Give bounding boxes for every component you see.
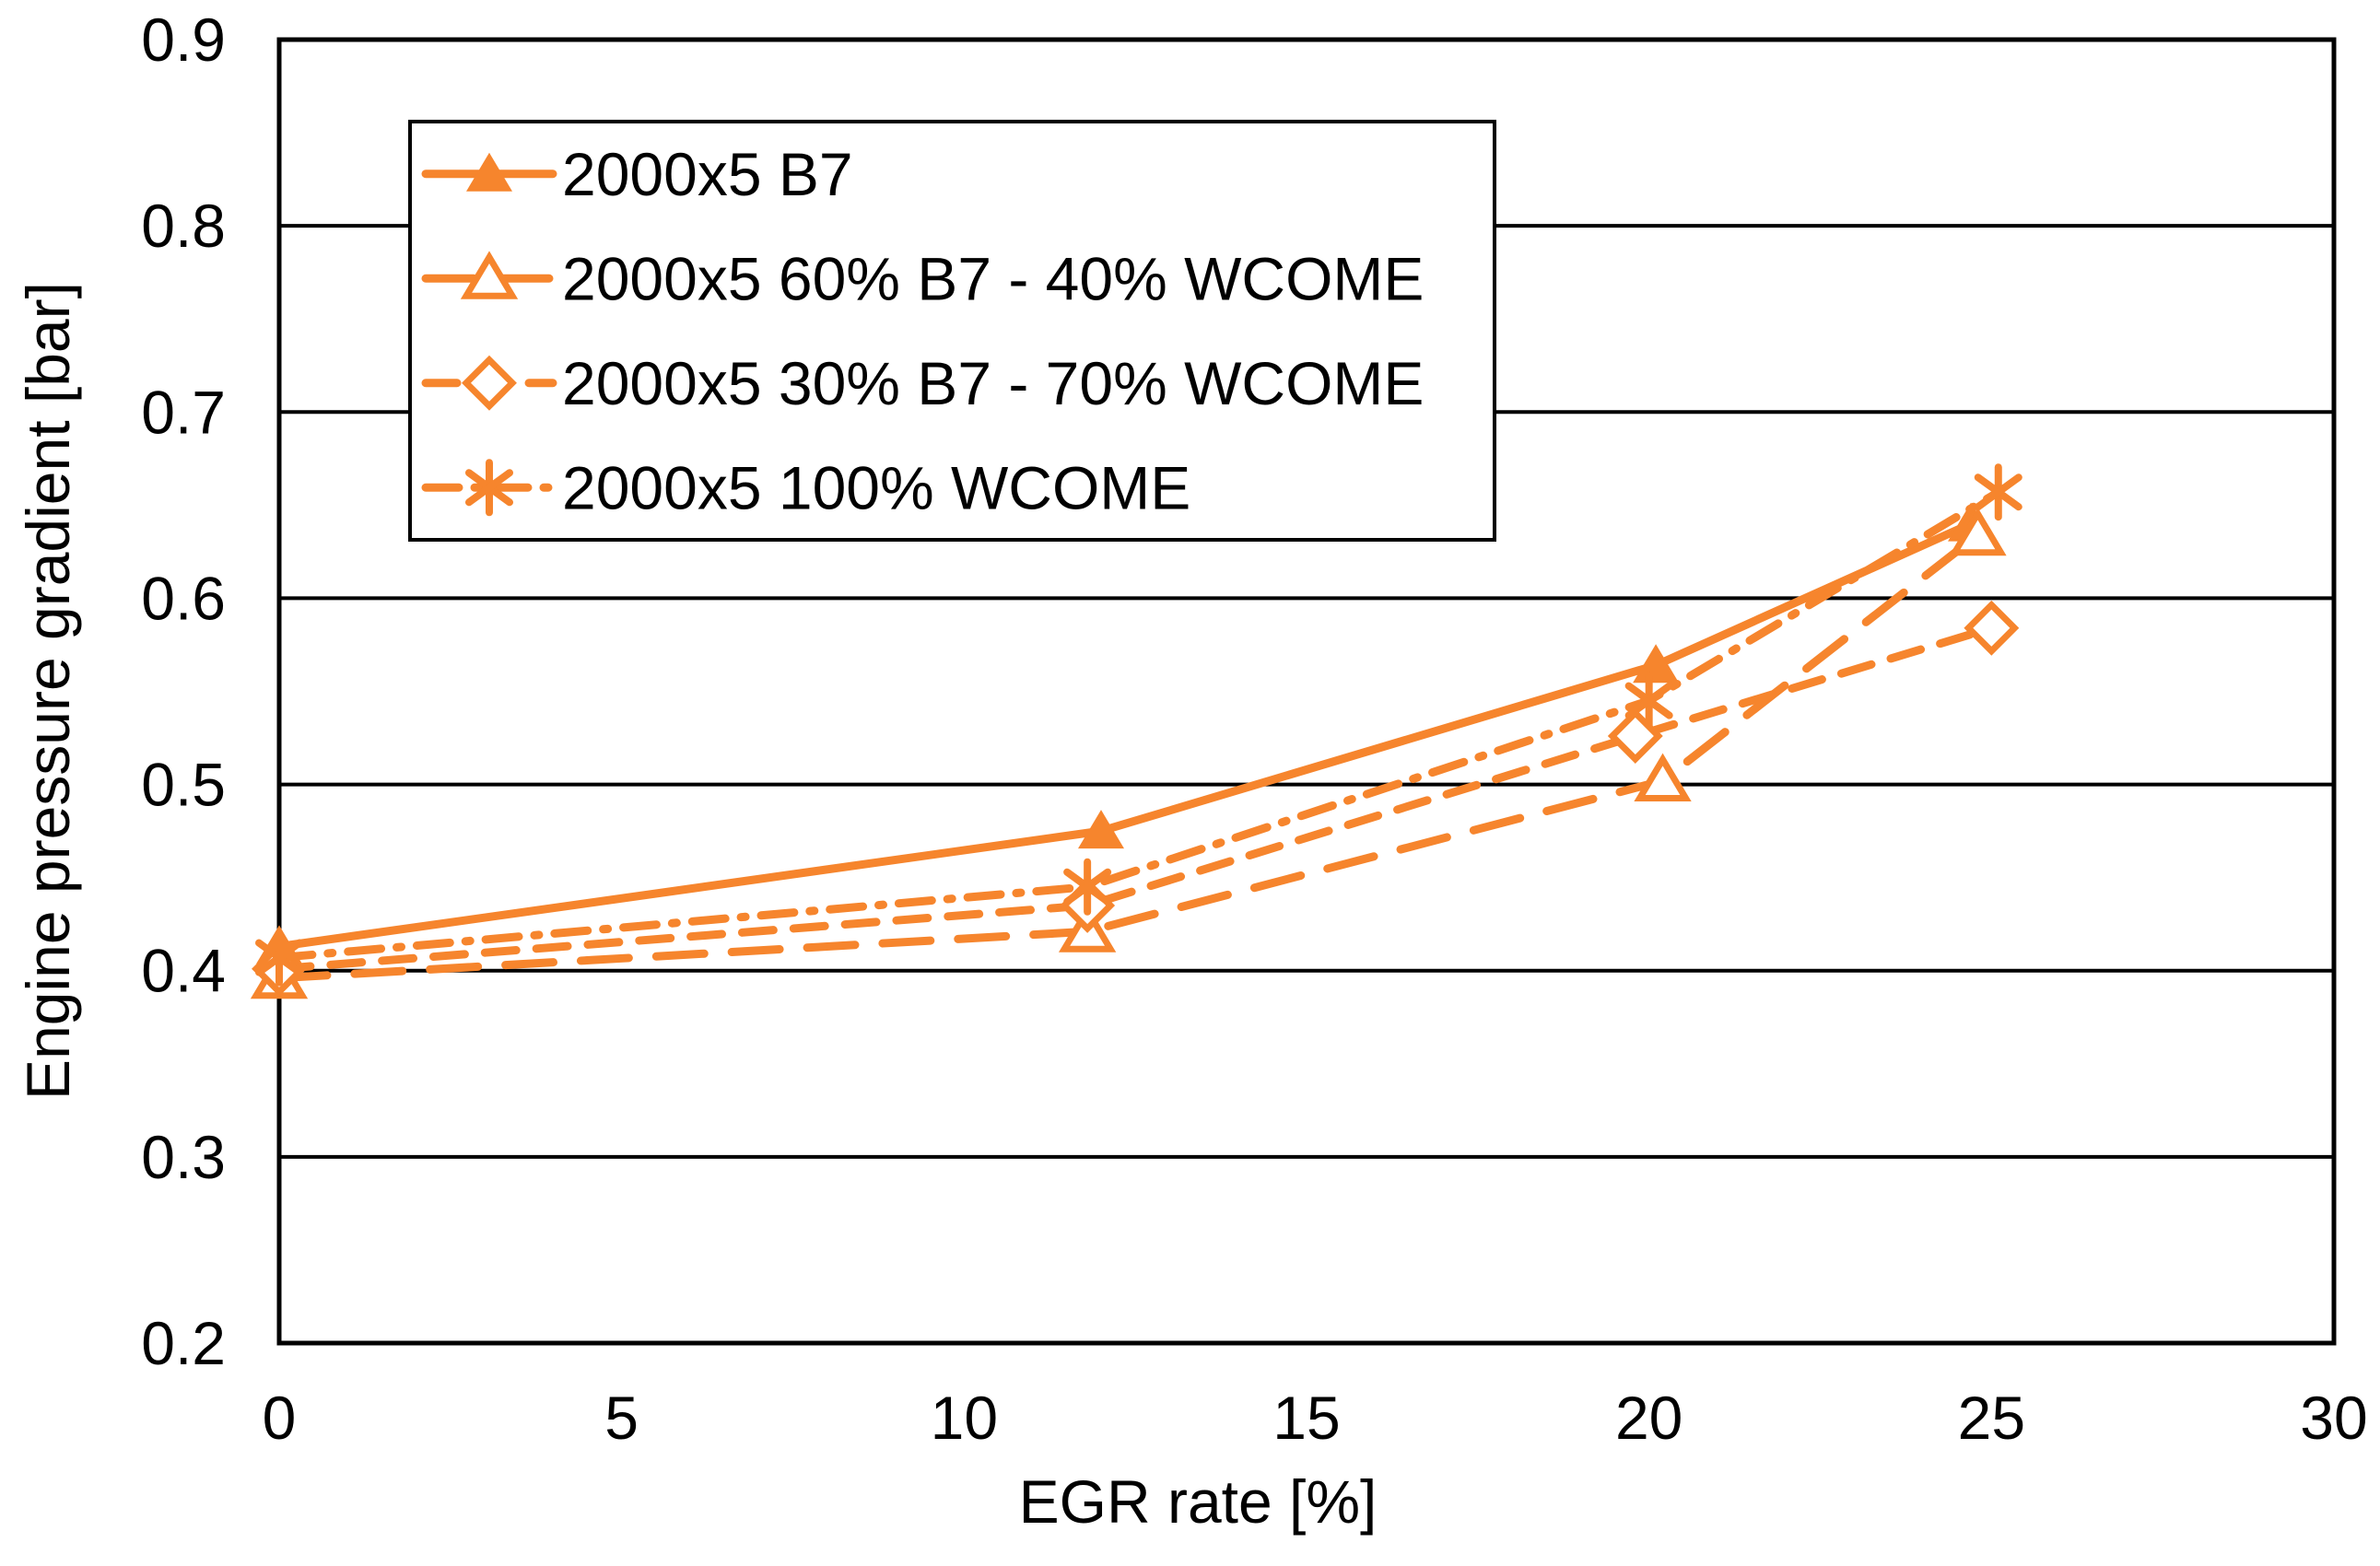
y-tick-label: 0.3	[141, 1123, 226, 1191]
legend-box	[408, 120, 1496, 542]
series-line-0	[275, 520, 1976, 951]
x-tick-label: 25	[1958, 1384, 2025, 1452]
series-3-marker	[1063, 858, 1112, 916]
legend-marker	[465, 459, 513, 517]
series-1-marker	[1634, 753, 1692, 802]
legend-label: 2000x5 60% B7 - 40% WCOME	[562, 244, 1424, 312]
legend-label: 2000x5 30% B7 - 70% WCOME	[562, 349, 1424, 417]
series-line-2	[275, 624, 1996, 974]
filled-triangle-shape	[466, 152, 512, 192]
open-triangle-shape	[1634, 753, 1692, 802]
y-tick-label: 0.6	[141, 564, 226, 632]
x-tick-label: 15	[1272, 1384, 1340, 1452]
x-tick-label: 20	[1615, 1384, 1682, 1452]
filled-triangle-shape	[1078, 810, 1124, 849]
series-1-marker	[1949, 507, 2007, 556]
legend-marker	[462, 355, 517, 411]
series-2-marker	[1964, 600, 2020, 656]
legend-marker	[460, 251, 519, 299]
asterisk-shape	[1063, 868, 1112, 906]
series-3-marker	[1624, 672, 1673, 730]
x-axis-title: EGR rate [%]	[1018, 1467, 1378, 1536]
y-tick-label: 0.2	[141, 1309, 226, 1377]
y-axis-title: Engine pressure gradient [bar]	[14, 282, 82, 1100]
open-diamond-shape	[462, 355, 517, 411]
x-tick-label: 0	[263, 1384, 297, 1452]
series-line-1	[275, 531, 1982, 983]
series-3-marker	[1974, 463, 2022, 521]
series-3-marker	[255, 929, 303, 987]
asterisk-shape	[255, 939, 303, 976]
x-tick-label: 10	[931, 1384, 998, 1452]
y-tick-label: 0.5	[141, 751, 226, 819]
asterisk-shape	[465, 469, 513, 507]
asterisk-shape	[1624, 682, 1673, 719]
x-tick-label: 30	[2300, 1384, 2367, 1452]
legend-label: 2000x5 B7	[562, 140, 853, 208]
y-tick-label: 0.8	[141, 192, 226, 260]
legend-marker	[466, 152, 512, 192]
series-0-marker	[1078, 810, 1124, 849]
y-tick-label: 0.4	[141, 937, 226, 1005]
open-triangle-shape	[460, 251, 519, 299]
filled-triangle-shape	[1633, 644, 1680, 684]
series-0-marker	[1633, 644, 1680, 684]
asterisk-shape	[1974, 473, 2022, 511]
open-triangle-shape	[1949, 507, 2007, 556]
plot-area-frame	[276, 37, 2337, 1346]
y-tick-label: 0.9	[141, 6, 226, 74]
y-tick-label: 0.7	[141, 378, 226, 446]
open-diamond-shape	[1964, 600, 2020, 656]
series-line-3	[275, 487, 2003, 963]
legend-label: 2000x5 100% WCOME	[562, 453, 1190, 521]
x-tick-label: 5	[604, 1384, 639, 1452]
